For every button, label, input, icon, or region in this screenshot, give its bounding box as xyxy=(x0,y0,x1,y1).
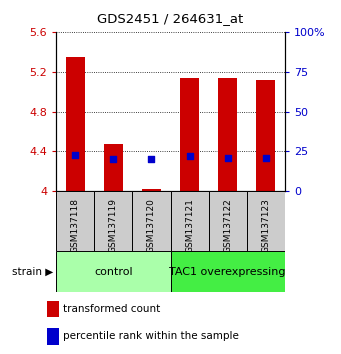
Bar xyxy=(180,78,199,191)
Text: GSM137121: GSM137121 xyxy=(185,198,194,253)
Bar xyxy=(94,191,132,251)
Point xyxy=(73,152,78,157)
Bar xyxy=(132,191,170,251)
Point xyxy=(110,156,116,162)
Bar xyxy=(209,191,247,251)
Point xyxy=(187,153,192,159)
Bar xyxy=(56,191,94,251)
Bar xyxy=(247,191,285,251)
Text: control: control xyxy=(94,267,133,277)
Text: TAC1 overexpressing: TAC1 overexpressing xyxy=(169,267,286,277)
Text: GSM137123: GSM137123 xyxy=(261,198,270,253)
Text: transformed count: transformed count xyxy=(63,304,160,314)
Bar xyxy=(256,80,275,191)
Bar xyxy=(218,78,237,191)
Bar xyxy=(66,57,85,191)
Bar xyxy=(47,301,59,317)
Bar xyxy=(56,251,170,292)
Bar xyxy=(142,189,161,191)
Bar xyxy=(104,144,123,191)
Bar xyxy=(47,328,59,345)
Text: GDS2451 / 264631_at: GDS2451 / 264631_at xyxy=(98,12,243,25)
Bar xyxy=(170,191,209,251)
Text: GSM137118: GSM137118 xyxy=(71,198,80,253)
Bar xyxy=(170,251,285,292)
Text: GSM137122: GSM137122 xyxy=(223,198,232,253)
Text: GSM137120: GSM137120 xyxy=(147,198,156,253)
Point xyxy=(149,156,154,162)
Point xyxy=(225,155,231,160)
Text: GSM137119: GSM137119 xyxy=(109,198,118,253)
Text: strain ▶: strain ▶ xyxy=(12,267,53,277)
Point xyxy=(263,155,268,160)
Text: percentile rank within the sample: percentile rank within the sample xyxy=(63,331,239,342)
